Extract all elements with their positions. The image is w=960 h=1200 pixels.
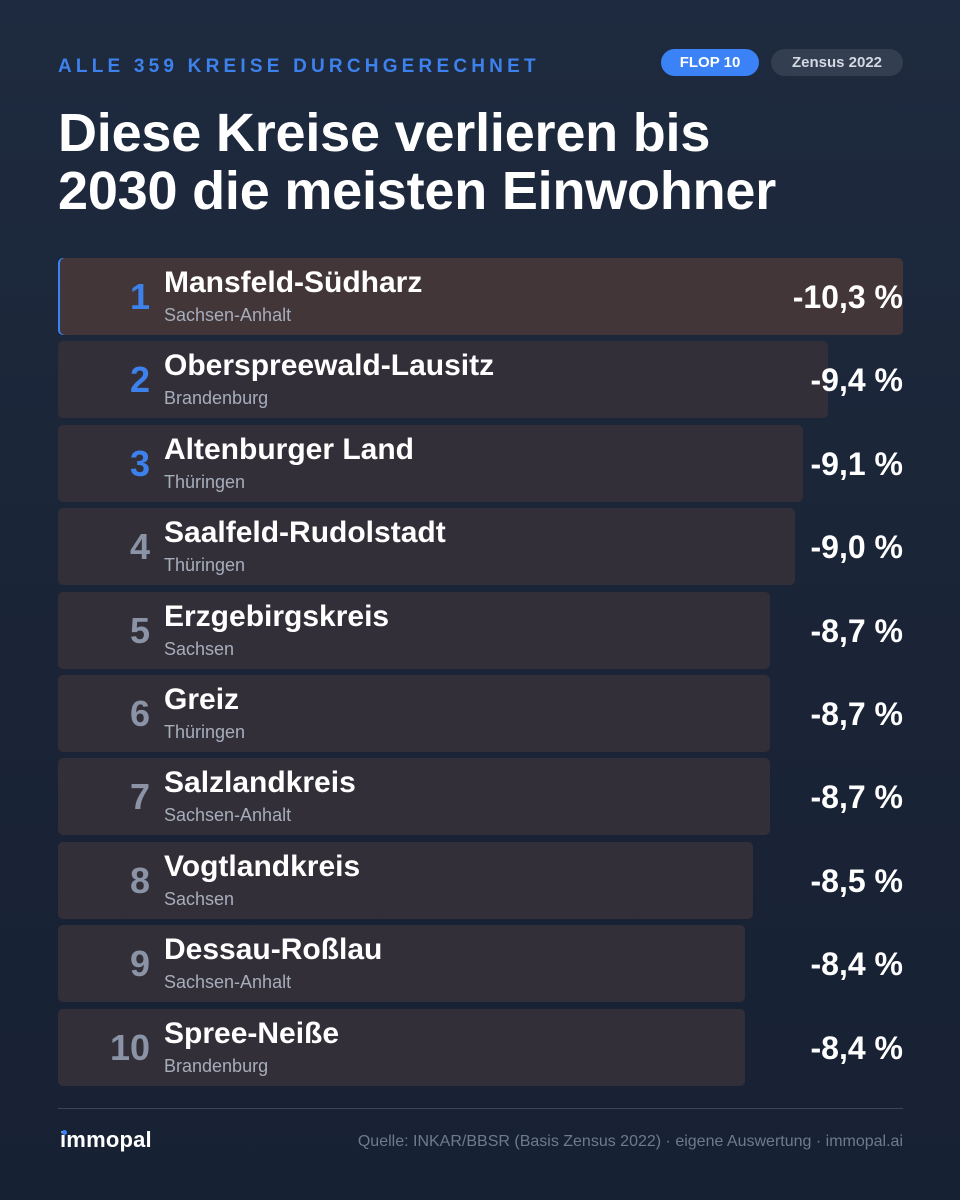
state-name: Sachsen-Anhalt xyxy=(164,972,292,992)
ranking-chart: 1 Mansfeld-Südharz Sachsen-Anhalt -10,3 % 2 O… xyxy=(58,258,903,1088)
district-name: Altenburger Land xyxy=(164,433,415,466)
ranking-bar xyxy=(58,842,753,919)
state-name: Brandenburg xyxy=(164,388,269,408)
ranking-row: 9 Dessau-Roßlau Sachsen-Anhalt -8,4 % xyxy=(58,925,903,1002)
ranking-row: 1 Mansfeld-Südharz Sachsen-Anhalt -10,3 % xyxy=(58,258,903,335)
rank-number: 5 xyxy=(129,610,150,651)
rank-number: 2 xyxy=(129,359,150,400)
ranking-row: 8 Vogtlandkreis Sachsen -8,5 % xyxy=(58,842,903,919)
rank-number: 7 xyxy=(129,776,150,817)
change-value-label: -8,7 % xyxy=(810,613,903,649)
state-name: Thüringen xyxy=(164,472,246,492)
change-value-label: -8,7 % xyxy=(810,696,903,732)
district-name: Oberspreewald-Lausitz xyxy=(164,349,495,382)
rank-number: 10 xyxy=(109,1027,150,1068)
rank-number: 9 xyxy=(129,943,150,984)
state-name: Thüringen xyxy=(164,555,246,575)
state-name: Sachsen xyxy=(164,639,235,659)
change-value-label: -8,7 % xyxy=(810,779,903,815)
ranking-bar xyxy=(58,425,803,502)
source-note: Quelle: INKAR/BBSR (Basis Zensus 2022) ·… xyxy=(357,1133,903,1150)
ranking-bar xyxy=(58,925,745,1002)
ranking-row: 7 Salzlandkreis Sachsen-Anhalt -8,7 % xyxy=(58,758,903,835)
ranking-bar xyxy=(58,675,770,752)
change-value-label: -9,4 % xyxy=(810,362,903,398)
district-name: Spree-Neiße xyxy=(164,1017,340,1050)
ranking-row: 4 Saalfeld-Rudolstadt Thüringen -9,0 % xyxy=(58,508,903,585)
district-name: Greiz xyxy=(164,683,240,716)
ranking-row: 10 Spree-Neiße Brandenburg -8,4 % xyxy=(58,1009,903,1086)
change-value-label: -9,1 % xyxy=(810,446,903,482)
change-value-label: -8,4 % xyxy=(810,1030,903,1066)
ranking-bar xyxy=(58,341,828,418)
rank-number: 4 xyxy=(129,526,150,567)
rank-number: 6 xyxy=(129,693,150,734)
page-title: Diese Kreise verlieren bis 2030 die meis… xyxy=(58,104,776,220)
district-name: Mansfeld-Südharz xyxy=(164,266,423,299)
rank-number: 1 xyxy=(129,276,150,317)
flop-badge: FLOP 10 xyxy=(661,49,759,76)
immopal-logo: immopal xyxy=(60,1127,152,1153)
ranking-row: 6 Greiz Thüringen -8,7 % xyxy=(58,675,903,752)
state-name: Thüringen xyxy=(164,722,246,742)
zensus-badge: Zensus 2022 xyxy=(771,49,903,76)
ranking-bar xyxy=(58,258,903,335)
state-name: Sachsen-Anhalt xyxy=(164,305,292,325)
ranking-bar xyxy=(58,1009,745,1086)
change-value-label: -10,3 % xyxy=(792,279,903,315)
district-name: Erzgebirgskreis xyxy=(164,600,390,633)
district-name: Vogtlandkreis xyxy=(164,850,361,883)
state-name: Sachsen xyxy=(164,889,235,909)
state-name: Brandenburg xyxy=(164,1056,269,1076)
district-name: Saalfeld-Rudolstadt xyxy=(164,516,446,549)
logo-dot-icon xyxy=(62,1130,67,1135)
kicker-text: ALLE 359 KREISE DURCHGERECHNET xyxy=(58,56,540,77)
change-value-label: -9,0 % xyxy=(810,529,903,565)
title-line-2: 2030 die meisten Einwohner xyxy=(58,161,777,221)
state-name: Sachsen-Anhalt xyxy=(164,805,292,825)
logo-text: immopal xyxy=(60,1127,152,1152)
ranking-row: 5 Erzgebirgskreis Sachsen -8,7 % xyxy=(58,592,903,669)
ranking-bar xyxy=(58,592,770,669)
ranking-row: 3 Altenburger Land Thüringen -9,1 % xyxy=(58,425,903,502)
ranking-row: 2 Oberspreewald-Lausitz Brandenburg -9,4 % xyxy=(58,341,903,418)
rank-number: 3 xyxy=(129,443,150,484)
change-value-label: -8,5 % xyxy=(810,863,903,899)
district-name: Salzlandkreis xyxy=(164,766,356,799)
district-name: Dessau-Roßlau xyxy=(164,933,383,966)
footer-divider xyxy=(58,1108,903,1109)
ranking-bar xyxy=(58,508,795,585)
ranking-bar xyxy=(58,758,770,835)
title-line-1: Diese Kreise verlieren bis xyxy=(58,103,711,163)
rank-number: 8 xyxy=(129,860,150,901)
change-value-label: -8,4 % xyxy=(810,946,903,982)
